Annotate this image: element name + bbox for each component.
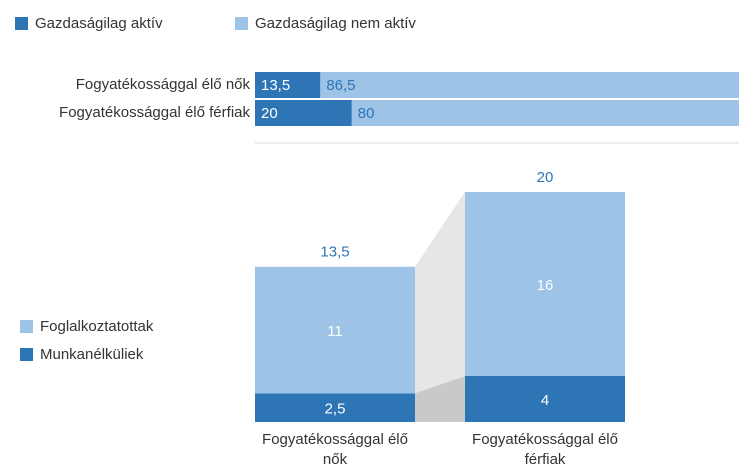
connector [415, 192, 465, 394]
bar [351, 100, 739, 126]
value-label: 80 [358, 105, 375, 122]
bar [320, 72, 739, 98]
value-label: 13,5 [261, 77, 290, 94]
y-tick-label: Fogyatékossággal élő nők [76, 76, 251, 93]
legend-label: Gazdaságilag nem aktív [255, 15, 416, 32]
bar [255, 393, 415, 422]
legend-swatch [20, 348, 33, 361]
value-label: 2,5 [325, 401, 346, 418]
bar [465, 192, 625, 376]
value-label: 4 [541, 392, 549, 409]
total-label: 20 [537, 169, 554, 186]
bar [465, 376, 625, 422]
bar [255, 266, 415, 394]
x-tick-label: Fogyatékossággal élő férfiak [472, 431, 618, 468]
legend-swatch [20, 320, 33, 333]
bar [255, 72, 321, 98]
value-label: 86,5 [326, 77, 355, 94]
legend-swatch [15, 17, 28, 30]
connector [415, 376, 465, 422]
value-label: 11 [327, 323, 343, 340]
value-label: 16 [537, 277, 554, 294]
legend-label: Munkanélküliek [40, 346, 144, 363]
value-label: 20 [261, 105, 278, 122]
bar [255, 100, 352, 126]
legend-label: Foglalkoztatottak [40, 318, 154, 335]
x-tick-label: Fogyatékossággal élő nők [262, 431, 408, 468]
legend-swatch [235, 17, 248, 30]
total-label: 13,5 [320, 244, 349, 261]
legend-label: Gazdaságilag aktív [35, 15, 163, 32]
y-tick-label: Fogyatékossággal élő férfiak [59, 104, 250, 121]
